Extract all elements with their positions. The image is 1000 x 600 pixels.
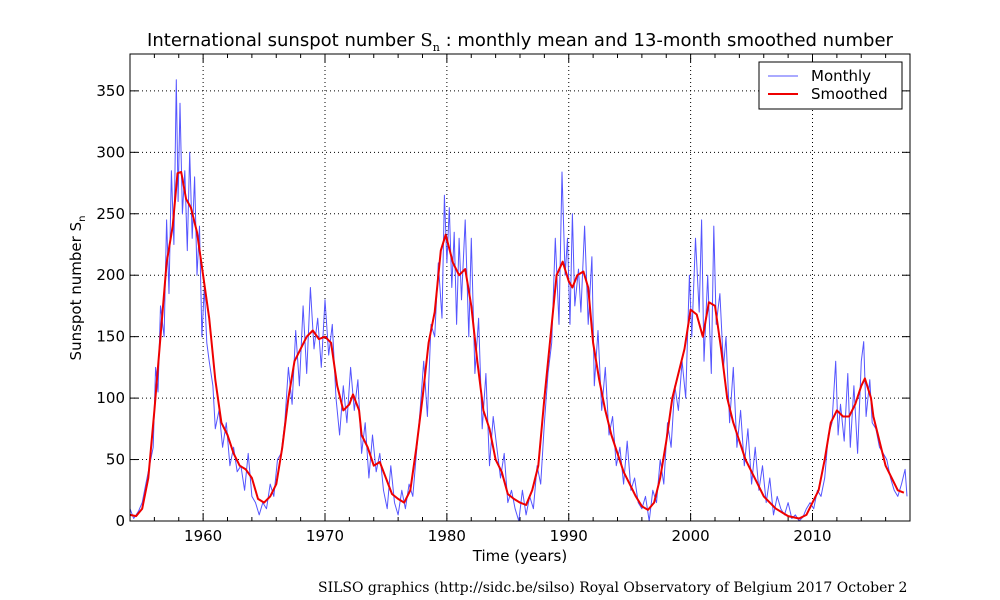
y-tick-label: 200 <box>96 266 125 284</box>
x-tick-label: 1960 <box>184 527 222 545</box>
legend-box <box>758 61 903 110</box>
chart-title: International sunspot number Sn : monthl… <box>147 30 893 54</box>
axis-ticks: 1960 1970 1980 1990 2000 2010 0 50 100 150 200 250 3… <box>96 54 911 545</box>
y-tick-label: 300 <box>96 143 125 161</box>
x-tick-label: 1990 <box>550 527 588 545</box>
x-tick-label: 1980 <box>428 527 466 545</box>
legend-monthly-label: Monthly <box>811 67 871 85</box>
y-tick-label: 250 <box>96 205 125 223</box>
x-tick-label: 1970 <box>306 527 344 545</box>
grid <box>130 54 910 521</box>
series-group <box>129 79 908 522</box>
plot-frame <box>129 53 911 522</box>
y-axis-label: Sunspot number Sn <box>67 216 88 361</box>
x-axis-label: Time (years) <box>472 547 567 565</box>
y-tick-label: 350 <box>96 82 125 100</box>
x-tick-label: 2010 <box>793 527 831 545</box>
series-line-monthly <box>129 79 908 522</box>
legend-smoothed-label: Smoothed <box>811 85 888 103</box>
y-tick-label: 50 <box>106 451 125 469</box>
y-tick-label: 0 <box>115 512 125 530</box>
series-line-smoothed <box>129 171 905 520</box>
y-tick-label: 100 <box>96 389 125 407</box>
legend: Monthly Smoothed <box>758 61 903 110</box>
footer-credit: SILSO graphics (http://sidc.be/silso) Ro… <box>318 580 908 596</box>
y-tick-label: 150 <box>96 328 125 346</box>
x-tick-label: 2000 <box>672 527 710 545</box>
